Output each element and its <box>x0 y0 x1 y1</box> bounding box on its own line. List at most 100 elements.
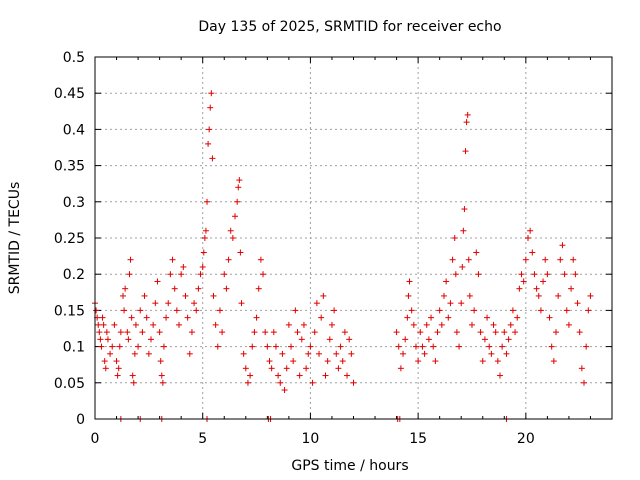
data-point <box>150 321 157 328</box>
data-point <box>197 271 204 278</box>
data-point <box>397 365 404 372</box>
data-point <box>238 300 245 307</box>
y-tick-label: 0.25 <box>54 231 85 247</box>
data-point <box>154 278 161 285</box>
data-point <box>99 314 106 321</box>
data-point <box>452 271 459 278</box>
data-point <box>350 379 357 386</box>
data-point <box>221 271 228 278</box>
data-point <box>201 235 208 241</box>
data-point <box>402 336 409 343</box>
data-point <box>326 336 333 343</box>
data-point <box>400 350 407 357</box>
data-point <box>576 329 583 336</box>
data-point <box>182 292 189 299</box>
data-point <box>578 365 585 372</box>
data-point <box>281 387 288 394</box>
data-point <box>484 314 491 321</box>
data-point <box>95 321 102 328</box>
data-point <box>143 314 150 321</box>
data-point <box>223 285 230 292</box>
data-point <box>294 329 301 336</box>
x-axis-label: GPS time / hours <box>291 458 408 474</box>
data-point <box>475 271 482 278</box>
data-point <box>109 343 116 350</box>
data-point <box>443 278 450 285</box>
data-point <box>210 292 217 299</box>
data-point <box>477 329 484 336</box>
data-point <box>415 358 422 365</box>
data-point <box>320 292 327 299</box>
data-point <box>124 329 131 336</box>
data-point <box>574 300 581 307</box>
data-point <box>425 336 432 343</box>
x-tick-label: 0 <box>91 431 100 447</box>
data-point <box>531 271 538 278</box>
data-point <box>512 329 519 336</box>
data-point <box>277 379 284 386</box>
data-point <box>178 271 185 278</box>
data-point <box>229 235 236 241</box>
data-point <box>272 343 279 350</box>
data-point <box>225 256 232 263</box>
data-point <box>117 329 124 336</box>
data-point <box>572 271 579 278</box>
data-point <box>503 350 510 357</box>
data-point <box>237 249 244 256</box>
y-tick-label: 0.2 <box>63 267 85 283</box>
data-point <box>169 256 176 263</box>
data-point <box>205 140 212 147</box>
data-point <box>100 321 107 328</box>
data-point <box>479 358 486 365</box>
data-point <box>121 307 128 314</box>
data-point <box>405 292 412 299</box>
data-point <box>453 329 460 336</box>
data-point <box>135 343 142 350</box>
data-point <box>145 350 152 357</box>
data-point <box>290 358 297 365</box>
y-tick-label: 0 <box>76 412 85 428</box>
data-point <box>96 329 103 336</box>
data-point <box>209 155 216 162</box>
data-point <box>257 256 264 263</box>
data-point <box>158 372 165 379</box>
data-point <box>167 271 174 278</box>
data-point <box>339 358 346 365</box>
data-point <box>264 343 271 350</box>
data-point <box>305 350 312 357</box>
data-point <box>159 379 166 386</box>
data-point <box>421 350 428 357</box>
data-point <box>587 292 594 299</box>
data-point <box>188 329 195 336</box>
data-point <box>128 314 135 321</box>
data-point <box>529 249 536 256</box>
data-point <box>116 343 123 350</box>
data-point <box>266 358 273 365</box>
data-point <box>468 321 475 328</box>
grid-lines <box>95 57 612 419</box>
data-point <box>486 343 493 350</box>
data-point <box>101 358 108 365</box>
data-point <box>296 372 303 379</box>
plot-frame <box>94 56 613 420</box>
data-point <box>240 350 247 357</box>
data-point <box>242 365 249 372</box>
data-point <box>466 292 473 299</box>
data-point <box>288 343 295 350</box>
data-point <box>585 307 592 314</box>
data-point <box>438 321 445 328</box>
data-point <box>471 307 478 314</box>
data-point <box>160 343 167 350</box>
data-point <box>436 307 443 314</box>
data-point <box>200 249 207 256</box>
data-point <box>102 365 109 372</box>
data-point <box>544 271 551 278</box>
data-point <box>432 358 439 365</box>
data-point <box>535 292 542 299</box>
data-point <box>148 336 155 343</box>
y-tick-label: 0.05 <box>54 376 85 392</box>
data-point <box>460 227 467 234</box>
data-point <box>214 343 221 350</box>
data-point <box>97 336 104 343</box>
